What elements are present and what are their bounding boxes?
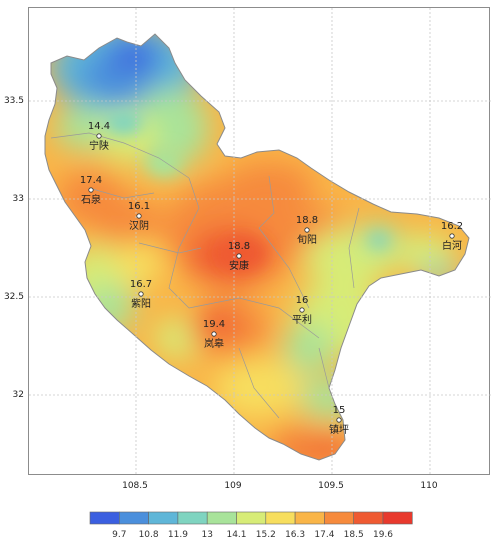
station-value: 17.4: [80, 175, 102, 186]
y-tick-label: 32: [13, 390, 24, 400]
map-frame: 14.4 宁陕 17.4 石泉 16.1 汉阴 18.8 安康 18.8 旬阳 16.2 白河 16.7…: [28, 7, 491, 476]
legend-label: 16.3: [285, 530, 305, 540]
legend-label: 10.8: [139, 530, 159, 540]
station-name: 旬阳: [297, 233, 317, 246]
legend-label: 9.7: [112, 530, 126, 540]
station-value: 16.2: [441, 221, 463, 232]
legend-label: 18.5: [344, 530, 364, 540]
color-legend: 9.7 10.8 11.9 13 14.1 15.2 16.3 17.4 18.5 19.6: [89, 511, 413, 540]
station-name: 镇坪: [329, 423, 349, 436]
region-outline: [44, 33, 470, 461]
legend-label: 19.6: [373, 530, 393, 540]
station-marker: 18.8 旬阳: [296, 215, 318, 246]
legend-label: 15.2: [256, 530, 276, 540]
station-dot: [211, 331, 217, 337]
legend-label: 13: [201, 530, 212, 540]
legend-label: 11.9: [168, 530, 188, 540]
station-name: 紫阳: [131, 298, 151, 310]
temperature-map: 14.4 宁陕 17.4 石泉 16.1 汉阴 18.8 安康 18.8 旬阳 16.2 白河 16.7…: [29, 8, 491, 476]
legend-labels: 9.7 10.8 11.9 13 14.1 15.2 16.3 17.4 18.5 19.6: [112, 530, 393, 540]
legend-color-box: [294, 511, 325, 525]
legend-color-box: [206, 511, 237, 525]
station-name: 石泉: [81, 193, 101, 206]
station-dot: [88, 187, 94, 193]
station-name: 平利: [292, 314, 312, 326]
station-marker: 16.7 紫阳: [130, 279, 152, 310]
station-marker: 14.4 宁陕: [88, 121, 110, 152]
stations-layer: 14.4 宁陕 17.4 石泉 16.1 汉阴 18.8 安康 18.8 旬阳 16.2 白河 16.7…: [80, 121, 463, 436]
station-name: 宁陕: [89, 139, 109, 152]
station-value: 19.4: [203, 319, 225, 330]
station-name: 汉阴: [129, 220, 149, 232]
station-dot: [136, 213, 142, 219]
x-tick-label: 109: [224, 481, 241, 491]
x-tick-label: 110: [420, 481, 437, 491]
legend-color-boxes: [89, 511, 413, 525]
legend-label: 17.4: [314, 530, 334, 540]
y-tick-label: 33: [13, 194, 24, 204]
legend-color-box: [353, 511, 384, 525]
station-value: 16.7: [130, 279, 152, 290]
station-value: 16: [296, 295, 309, 306]
station-marker: 16.1 汉阴: [128, 201, 150, 232]
station-value: 15: [333, 405, 346, 416]
station-dot: [236, 253, 242, 259]
station-dot: [449, 233, 455, 239]
legend-color-box: [148, 511, 179, 525]
station-marker: 19.4 岚皋: [203, 319, 225, 350]
y-tick-label: 33.5: [4, 96, 24, 106]
y-tick-label: 32.5: [4, 292, 24, 302]
x-tick-label: 108.5: [122, 481, 148, 491]
county-boundaries: [50, 132, 360, 419]
station-dot: [299, 307, 305, 313]
legend-color-box: [119, 511, 149, 525]
station-marker: 16 平利: [292, 295, 312, 326]
station-dot: [96, 133, 102, 139]
station-value: 16.1: [128, 201, 150, 212]
station-value: 14.4: [88, 121, 110, 132]
station-marker: 15 镇坪: [329, 405, 349, 436]
graticule: [29, 8, 491, 476]
station-marker: 16.2 白河: [441, 221, 463, 252]
station-dot: [336, 417, 342, 423]
temperature-field: [45, 34, 469, 460]
legend-color-box: [177, 511, 208, 525]
station-dot: [138, 291, 144, 297]
legend-color-box: [324, 511, 354, 525]
station-value: 18.8: [228, 241, 250, 252]
station-value: 18.8: [296, 215, 318, 226]
x-tick-label: 109.5: [318, 481, 344, 491]
legend-color-box: [236, 511, 267, 525]
station-name: 安康: [229, 259, 249, 272]
station-name: 白河: [442, 239, 462, 252]
legend-color-box: [382, 511, 413, 525]
station-marker: 17.4 石泉: [80, 175, 102, 206]
legend-color-box: [265, 511, 296, 525]
legend-label: 14.1: [226, 530, 246, 540]
legend-color-box: [89, 511, 120, 525]
station-name: 岚皋: [204, 337, 224, 350]
station-dot: [304, 227, 310, 233]
station-marker: 18.8 安康: [228, 241, 250, 272]
